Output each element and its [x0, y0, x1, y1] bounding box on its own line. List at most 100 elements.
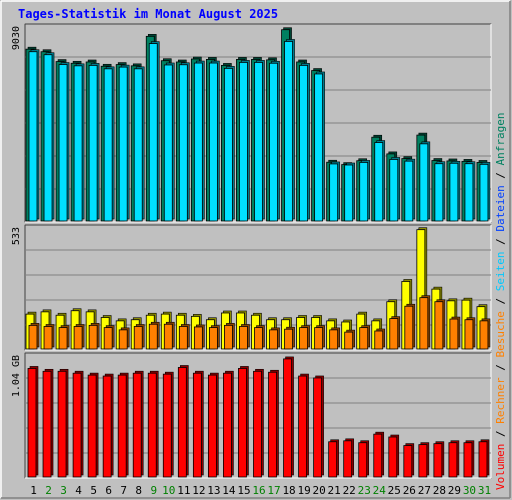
files-bar [254, 60, 265, 222]
visits-bar [269, 327, 280, 350]
legend-besuche: Besuche [494, 311, 507, 357]
visits-bar [254, 325, 265, 350]
visits-bar [103, 325, 115, 350]
axis-max-label: 533 [11, 227, 22, 245]
visits-bar [479, 318, 491, 350]
volume-panel: 1.04 GB [11, 352, 492, 479]
volume-bar [298, 373, 309, 478]
day-label: 27 [418, 484, 431, 497]
day-label: 19 [297, 484, 310, 497]
volume-bar [27, 366, 39, 478]
volume-bar [403, 443, 415, 478]
files-bar [208, 60, 220, 222]
day-label: 14 [222, 484, 236, 497]
volume-bar [207, 372, 219, 478]
day-label: 17 [267, 484, 280, 497]
visits-bar [163, 321, 175, 350]
day-label: 1 [30, 484, 37, 497]
volume-bar [132, 370, 144, 478]
files-bar [43, 52, 55, 222]
day-label: 5 [90, 484, 97, 497]
volume-bar [478, 439, 490, 478]
day-label: 25 [388, 484, 401, 497]
visits-bar [464, 317, 476, 350]
volume-bar [418, 442, 430, 478]
volume-bar [253, 368, 264, 478]
volume-bar [373, 431, 385, 478]
visits-bar [224, 323, 235, 350]
files-bar [284, 39, 295, 222]
files-bar [58, 62, 70, 222]
volume-bar [388, 434, 400, 478]
volume-bar [42, 368, 54, 478]
legend-sep-2: / [494, 358, 507, 371]
files-bar [344, 162, 355, 222]
volume-bar [223, 370, 234, 478]
day-label: 7 [120, 484, 127, 497]
volume-bar [463, 440, 475, 478]
day-label: 29 [448, 484, 461, 497]
files-bar [224, 66, 235, 222]
volume-bar [433, 441, 445, 478]
files-bar [118, 64, 130, 222]
files-bar [464, 161, 476, 222]
files-bar [389, 157, 401, 222]
volume-bar [162, 371, 174, 478]
day-label: 28 [433, 484, 446, 497]
visits-bar [344, 329, 355, 350]
files-bar [404, 158, 416, 222]
visits-bar [314, 325, 325, 350]
volume-bar [343, 438, 354, 478]
volume-bar [177, 365, 189, 478]
files-bar [374, 140, 386, 222]
visits-bar [28, 323, 40, 350]
volume-bar [57, 368, 69, 478]
visits-bar [449, 316, 461, 350]
legend-rechner: Rechner [494, 377, 507, 424]
legend-anfragen: Anfragen [494, 112, 507, 165]
day-label: 22 [343, 484, 356, 497]
day-label: 15 [237, 484, 250, 497]
visits-bar [193, 324, 205, 350]
visits-bar [148, 321, 160, 350]
legend-dateien: Dateien [494, 185, 507, 231]
day-label: 18 [282, 484, 295, 497]
visits-bar [178, 324, 190, 350]
files-bar [239, 60, 250, 222]
files-bar [133, 66, 145, 222]
legend-seiten: Seiten [494, 252, 507, 292]
files-bar [329, 161, 340, 222]
day-label: 20 [313, 484, 326, 497]
day-label: 10 [162, 484, 175, 497]
files-bar [28, 49, 40, 222]
volume-bar [117, 372, 129, 478]
day-label: 3 [60, 484, 67, 497]
visits-bar [404, 303, 416, 350]
day-label: 23 [358, 484, 371, 497]
files-bar [434, 161, 446, 222]
legend-sep-3: / [494, 291, 507, 304]
volume-bar [283, 356, 294, 478]
volume-bar [72, 370, 84, 478]
axis-max-label: 1.04 GB [11, 355, 22, 397]
day-label: 31 [478, 484, 491, 497]
requests-files-panel: 9030 [11, 23, 492, 223]
legend-sep-5: / [494, 165, 507, 178]
day-label: 9 [150, 484, 157, 497]
files-bar [88, 63, 100, 222]
files-bar [73, 63, 85, 222]
visits-bar [118, 327, 130, 350]
day-label: 8 [135, 484, 142, 497]
volume-bar [268, 369, 279, 478]
volume-bar [238, 366, 249, 478]
visits-bar [359, 325, 371, 350]
volume-bar [448, 440, 460, 478]
visits-bar [374, 328, 386, 350]
day-label: 16 [252, 484, 265, 497]
visits-bar [239, 324, 250, 350]
day-label: 4 [75, 484, 82, 497]
legend-sep-1: / [494, 424, 507, 437]
legend-sep-4: / [494, 232, 507, 245]
day-label: 12 [192, 484, 205, 497]
legend: Volumen / Rechner / Besuche / Seiten / D… [494, 112, 507, 490]
